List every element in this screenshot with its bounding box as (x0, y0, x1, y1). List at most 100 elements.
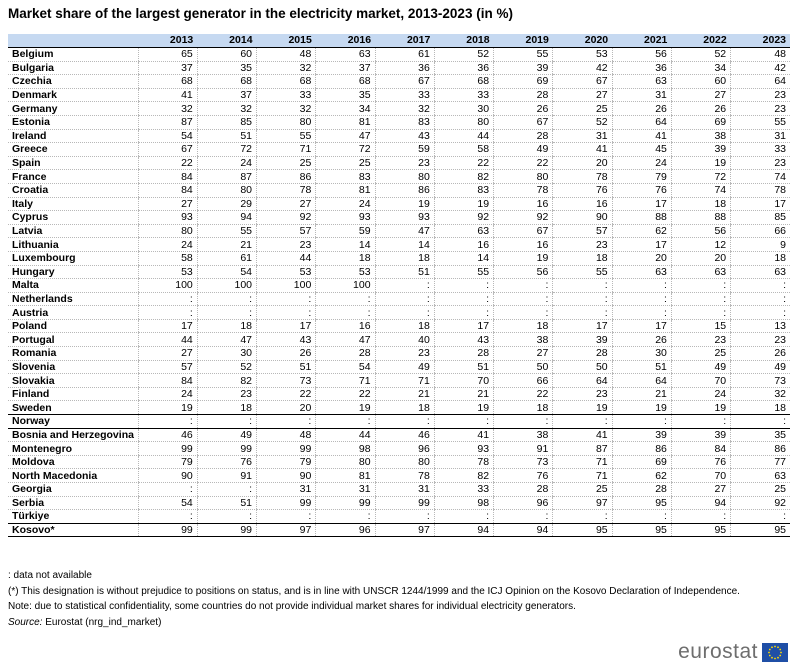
value-cell: 67 (374, 74, 435, 89)
value-cell: 50 (493, 360, 553, 375)
column-header-2021: 2021 (612, 34, 672, 48)
value-cell: 100 (256, 278, 316, 293)
value-cell: 99 (315, 496, 376, 511)
value-cell: 28 (552, 346, 613, 361)
value-cell: 55 (493, 47, 553, 62)
value-cell: 18 (730, 400, 790, 416)
value-cell: 16 (493, 197, 553, 212)
value-cell: 19 (552, 400, 613, 416)
flag-star (768, 648, 771, 650)
value-cell: 27 (670, 482, 731, 497)
column-header-2014: 2014 (197, 34, 257, 48)
value-cell: 90 (256, 468, 316, 483)
value-cell: : (552, 509, 613, 524)
country-label: Croatia (8, 183, 138, 198)
value-cell: 25 (552, 101, 613, 116)
value-cell: 95 (611, 496, 672, 511)
value-cell: : (315, 509, 376, 524)
value-cell: 19 (493, 251, 553, 266)
value-cell: 84 (137, 169, 198, 184)
value-cell: 23 (552, 387, 613, 402)
value-cell: 30 (611, 346, 672, 361)
value-cell: 24 (137, 387, 198, 402)
value-cell: 32 (256, 61, 316, 76)
value-cell: 37 (196, 88, 257, 103)
value-cell: 29 (196, 197, 257, 212)
table-row: Italy 27 29 27 24 19 19 16 16 17 18 17 (8, 197, 790, 212)
value-cell: : (433, 305, 494, 320)
value-cell: 95 (670, 522, 731, 538)
table-row: Estonia 87 85 80 81 83 80 67 52 64 69 55 (8, 115, 790, 130)
value-cell: 100 (196, 278, 257, 293)
value-cell: : (315, 305, 376, 320)
country-label: Poland (8, 319, 138, 334)
value-cell: 73 (730, 373, 790, 388)
value-cell: 96 (315, 522, 376, 538)
value-cell: 54 (137, 496, 198, 511)
value-cell: 35 (196, 61, 257, 76)
value-cell: 38 (493, 332, 553, 348)
flag-star (771, 656, 773, 659)
value-cell: 28 (493, 482, 553, 497)
country-label: France (8, 169, 138, 184)
column-header-2015: 2015 (256, 34, 316, 48)
value-cell: 34 (315, 101, 376, 116)
table-row: Slovenia 57 52 51 54 49 51 50 50 51 49 49 (8, 360, 790, 375)
column-header-2013: 2013 (138, 34, 198, 48)
table-row: Hungary 53 54 53 53 51 55 56 55 63 63 63 (8, 265, 790, 280)
value-cell: 80 (374, 169, 435, 184)
value-cell: 64 (611, 115, 672, 130)
source-text: Eurostat (nrg_ind_market) (45, 616, 162, 628)
value-cell: : (730, 278, 790, 293)
table-row: Lithuania 24 21 23 14 14 16 16 23 17 12 9 (8, 237, 790, 252)
table-row: Kosovo* 99 99 97 96 97 94 94 95 95 95 95 (8, 522, 790, 538)
flag-star (777, 656, 779, 659)
value-cell: 51 (374, 265, 435, 280)
column-header-2023: 2023 (730, 34, 790, 48)
value-cell: 21 (196, 237, 257, 252)
flag-star (779, 648, 782, 650)
value-cell: 53 (137, 265, 198, 280)
value-cell: : (137, 482, 198, 497)
table-row: Norway::::::::::: (8, 414, 790, 429)
value-cell: : (611, 509, 672, 524)
value-cell: 26 (611, 101, 672, 116)
value-cell: 16 (552, 197, 613, 212)
value-cell: 42 (552, 61, 613, 76)
value-cell: 69 (670, 115, 731, 130)
value-cell: 26 (611, 332, 672, 348)
value-cell: 77 (730, 455, 790, 470)
value-cell: 64 (730, 74, 790, 89)
country-label: Ireland (8, 129, 138, 144)
value-cell: 46 (137, 427, 198, 443)
value-cell: 49 (730, 360, 790, 375)
value-cell: 18 (730, 251, 790, 266)
value-cell: 35 (730, 427, 790, 443)
country-label: Spain (8, 156, 138, 171)
table-row: France 84 87 86 83 80 82 80 78 79 72 74 (8, 169, 790, 184)
value-cell: 44 (315, 427, 376, 443)
eurostat-logo: eurostat (678, 640, 788, 664)
value-cell: 17 (137, 319, 198, 334)
value-cell: 25 (552, 482, 613, 497)
value-cell: 64 (611, 373, 672, 388)
value-cell: 25 (256, 156, 316, 171)
value-cell: 78 (730, 183, 790, 198)
value-cell: 76 (552, 183, 613, 198)
value-cell: 23 (730, 88, 790, 103)
value-cell: : (670, 509, 731, 524)
value-cell: : (552, 305, 613, 320)
value-cell: 28 (433, 346, 494, 361)
value-cell: : (493, 305, 553, 320)
value-cell: 87 (137, 115, 198, 130)
country-label: Lithuania (8, 237, 138, 252)
value-cell: 54 (315, 360, 376, 375)
country-label: Türkiye (8, 509, 138, 524)
value-cell: 19 (315, 400, 376, 416)
value-cell: 14 (374, 237, 435, 252)
table-row: Austria::::::::::: (8, 305, 790, 320)
value-cell: 23 (730, 156, 790, 171)
value-cell: 61 (374, 47, 435, 62)
source-label: Source: (8, 616, 43, 628)
value-cell: 14 (315, 237, 376, 252)
